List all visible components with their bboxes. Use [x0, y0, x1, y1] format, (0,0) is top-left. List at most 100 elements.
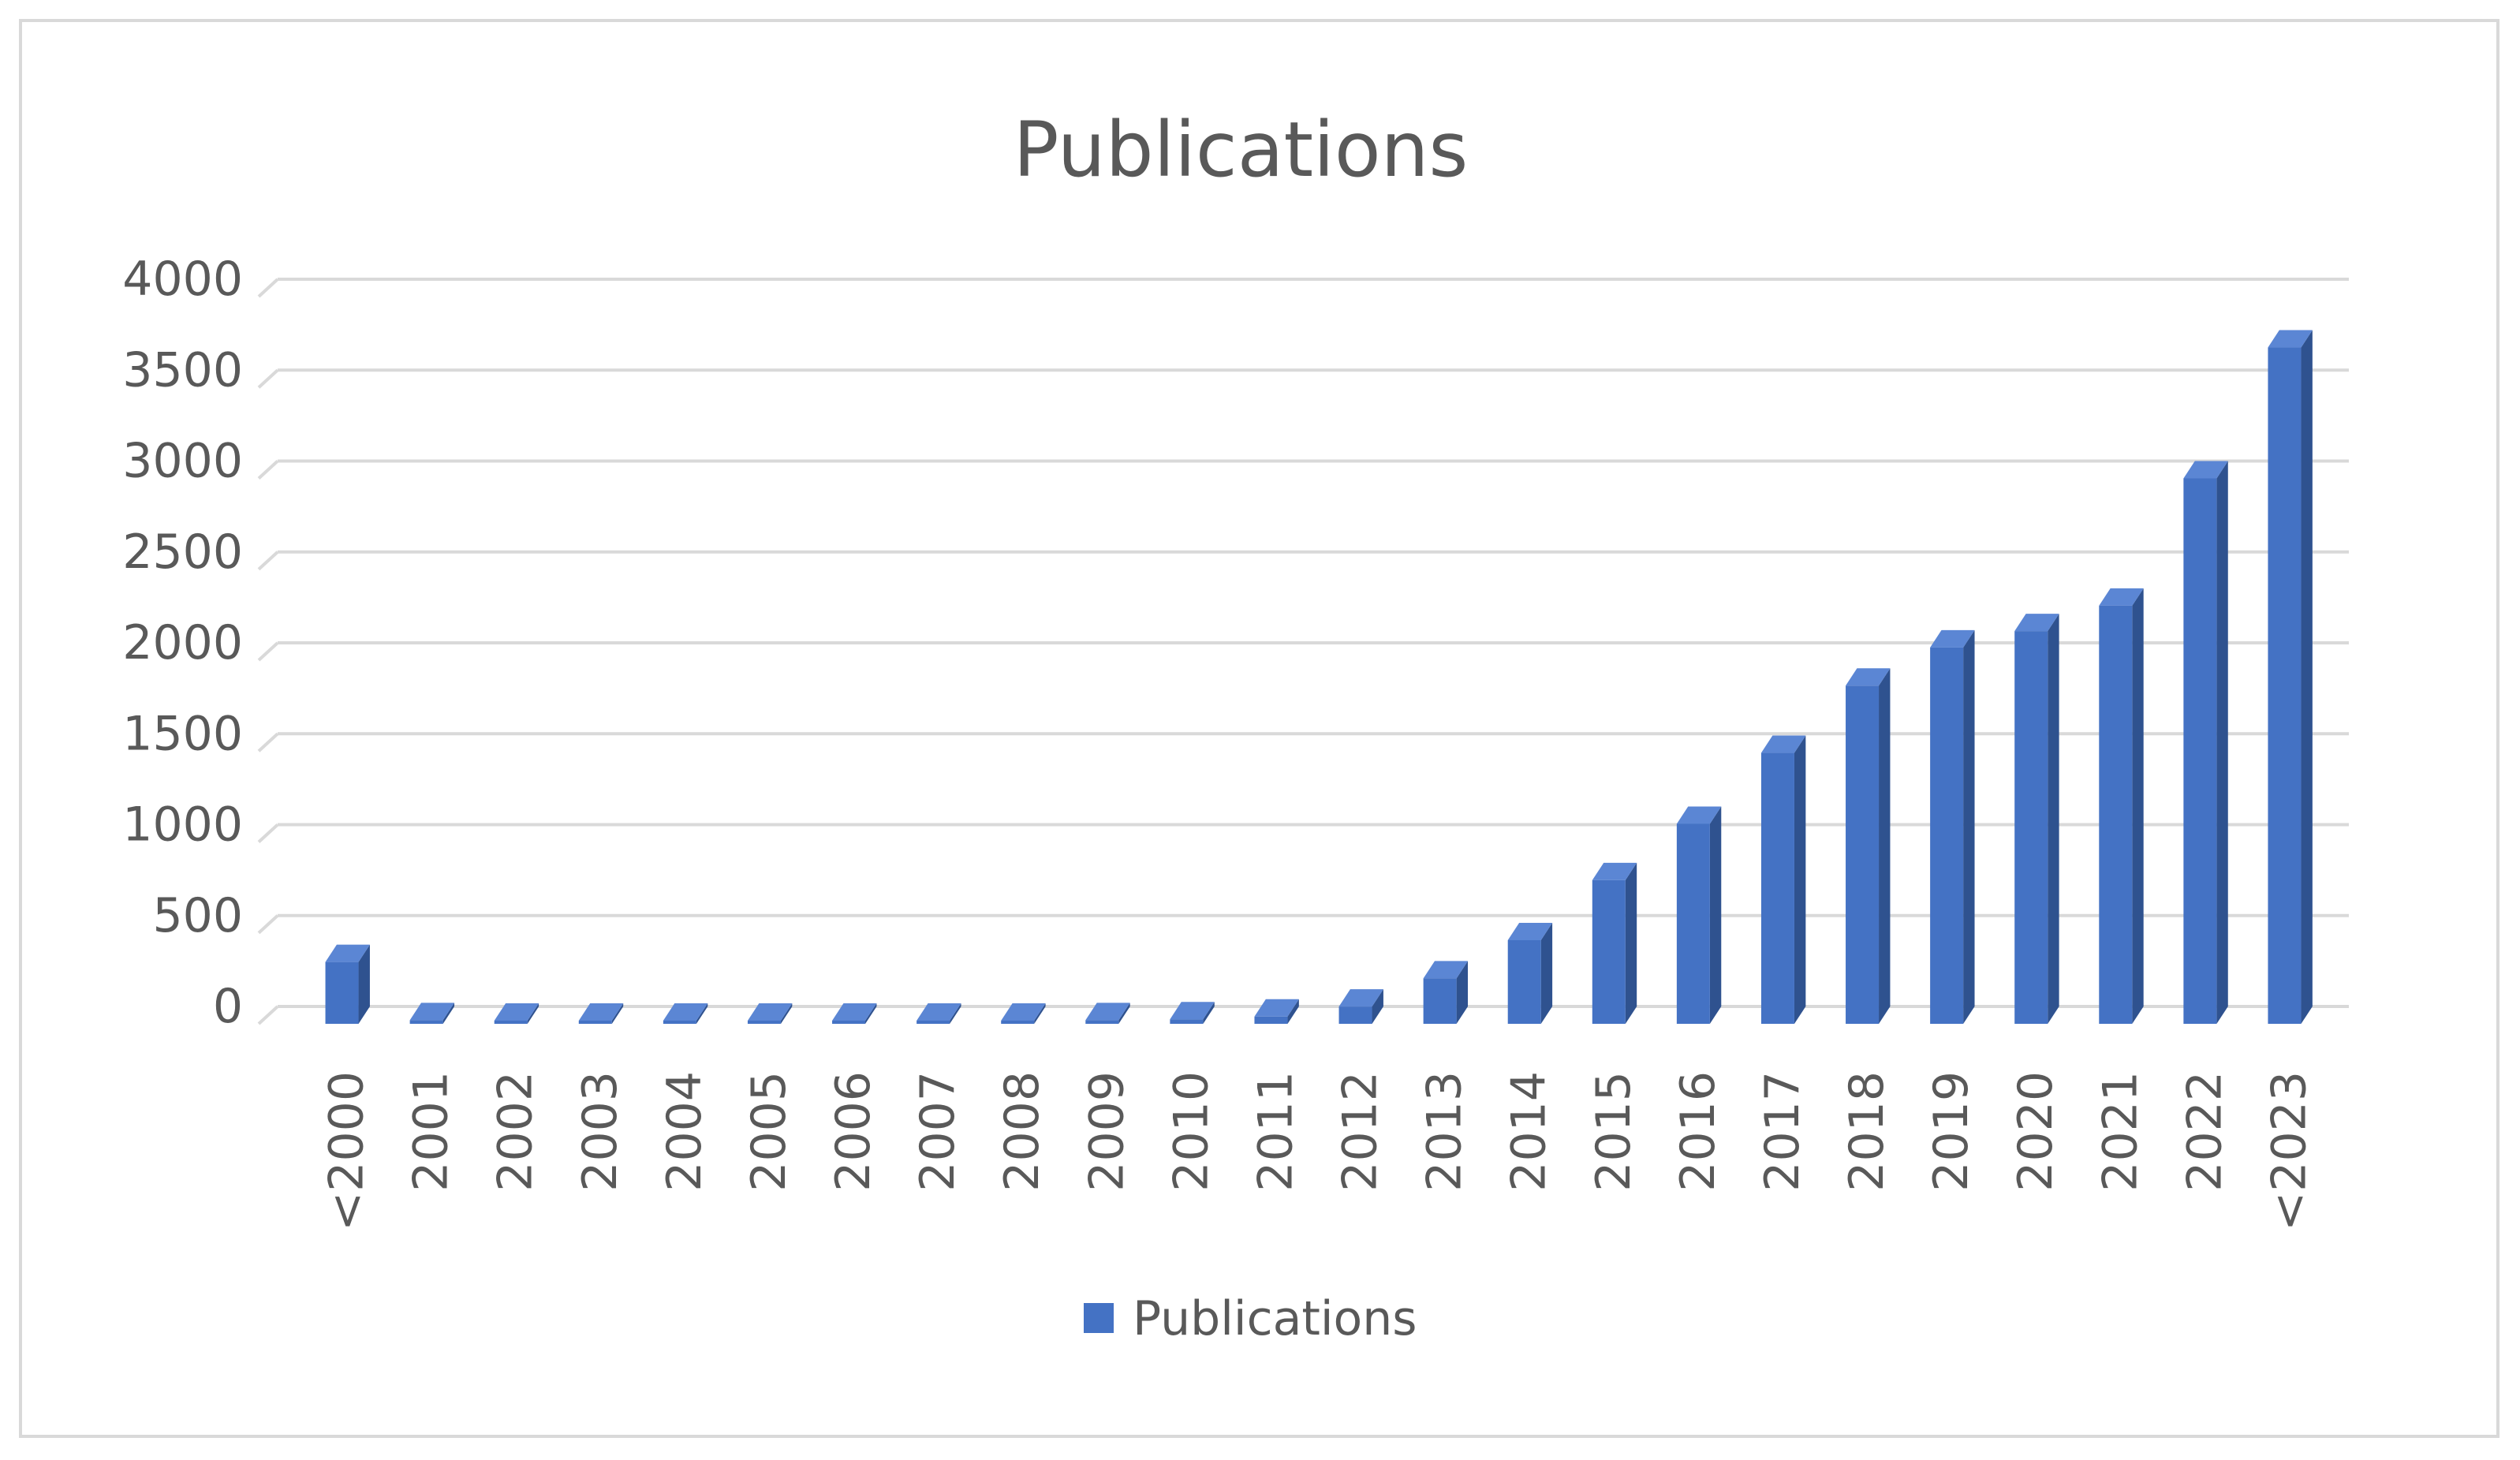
y-tick-label: 4000: [122, 252, 243, 307]
bar-top: [325, 944, 370, 962]
gridline-depth: [257, 823, 279, 843]
bar-top: [1507, 922, 1553, 940]
legend: Publications: [1084, 1291, 1417, 1346]
bar-side: [611, 1003, 624, 1024]
gridline-depth: [257, 914, 279, 935]
x-tick-label: 2013: [1417, 1071, 1473, 1192]
bar-side: [1118, 1003, 1130, 1024]
x-tick-label: 2015: [1586, 1071, 1641, 1192]
bars: [325, 330, 2313, 1024]
bar-top: [1676, 806, 1722, 824]
bar-top: [832, 1003, 877, 1021]
bar-side: [1034, 1003, 1046, 1024]
bar-side: [1963, 629, 1975, 1024]
bar: [1846, 668, 1891, 1024]
bar-side: [1456, 961, 1469, 1024]
bar-side: [780, 1003, 793, 1024]
x-tick-label: 2011: [1248, 1071, 1303, 1192]
bar-front: [917, 1021, 950, 1024]
gridline-depth: [257, 460, 279, 480]
x-tick-label: 2012: [1333, 1071, 1388, 1192]
bar-side: [1794, 735, 1806, 1024]
bar-front: [1930, 647, 1964, 1024]
bar-front: [2268, 347, 2302, 1024]
bar-top: [917, 1003, 961, 1021]
bar-front: [1676, 823, 1710, 1024]
x-tick-label: 2002: [488, 1071, 543, 1192]
bar-top: [1085, 1003, 1130, 1021]
bar-top: [1423, 961, 1469, 979]
bar-top: [747, 1003, 793, 1021]
bar: [663, 1003, 708, 1024]
bar-side: [442, 1003, 455, 1024]
x-tick-label: 2004: [657, 1071, 712, 1192]
y-tick-label: 500: [152, 888, 243, 943]
x-tick-label: 2017: [1755, 1071, 1810, 1192]
bar-side: [865, 1003, 877, 1024]
x-tick-label: 2014: [1502, 1071, 1557, 1192]
bar-top: [2268, 330, 2313, 348]
y-tick-label: 0: [213, 979, 243, 1034]
bar-top: [494, 1003, 539, 1021]
bar: [2183, 461, 2228, 1024]
chart-title: Publications: [1014, 106, 1469, 194]
bar-front: [1846, 685, 1880, 1024]
bar: [1001, 1003, 1046, 1024]
bar-front: [1170, 1019, 1204, 1024]
x-tick-label: 2007: [910, 1071, 965, 1192]
gridline-depth: [257, 732, 279, 752]
bar-top: [1592, 862, 1637, 880]
gridline-depth: [257, 641, 279, 662]
y-axis-ticks: 0 500 1000 1500 2000 2500 3000 3500 4000: [122, 252, 243, 1034]
bar-side: [1709, 806, 1722, 1024]
bar-chart: Publications 0 500 1000 1500 2000 2500 3000 350…: [122, 106, 2349, 1346]
x-tick-label: 2005: [741, 1071, 797, 1192]
bar-front: [1592, 879, 1626, 1024]
bar-front: [832, 1021, 866, 1024]
bar-front: [2014, 631, 2048, 1024]
gridline-depth: [257, 368, 279, 389]
bar-side: [1203, 1002, 1215, 1024]
bar: [494, 1003, 539, 1024]
bar: [1676, 806, 1722, 1024]
bar: [2014, 614, 2059, 1024]
bar-front: [1254, 1016, 1288, 1024]
bar-side: [950, 1003, 961, 1024]
bar-top: [409, 1003, 455, 1021]
x-tick-label: 2019: [1924, 1071, 1979, 1192]
bar-top: [1254, 999, 1299, 1017]
bar: [1592, 862, 1637, 1024]
bar: [325, 944, 370, 1024]
bar-side: [1625, 862, 1637, 1024]
bar: [578, 1003, 624, 1024]
x-tick-label: <2023: [2261, 1071, 2317, 1231]
bar: [1170, 1002, 1215, 1024]
x-tick-label: 2008: [995, 1071, 1050, 1192]
bar-front: [747, 1021, 781, 1024]
y-tick-label: 1500: [122, 706, 243, 761]
x-tick-label: 2018: [1839, 1071, 1895, 1192]
x-tick-label: 2021: [2093, 1071, 2148, 1192]
y-tick-label: 1000: [122, 797, 243, 853]
bar-side: [696, 1003, 708, 1024]
bar-side: [2132, 588, 2144, 1024]
x-tick-label: 2010: [1163, 1071, 1219, 1192]
bar-front: [325, 962, 359, 1024]
gridline-depth: [257, 278, 279, 298]
bar-front: [1760, 752, 1794, 1024]
bar-front: [494, 1021, 528, 1024]
bar: [917, 1003, 961, 1024]
y-tick-label: 2000: [122, 615, 243, 670]
bar: [832, 1003, 877, 1024]
bar-top: [1760, 735, 1806, 753]
x-tick-label: 2001: [404, 1071, 459, 1192]
bar: [1760, 735, 1806, 1024]
bar-front: [578, 1021, 612, 1024]
bar: [1254, 999, 1299, 1024]
gridline-depth: [257, 551, 279, 571]
x-tick-label: 2016: [1671, 1071, 1726, 1192]
bar-top: [1846, 668, 1891, 686]
bar-side: [527, 1003, 539, 1024]
bar: [409, 1003, 455, 1024]
x-tick-label: 2003: [573, 1071, 628, 1192]
